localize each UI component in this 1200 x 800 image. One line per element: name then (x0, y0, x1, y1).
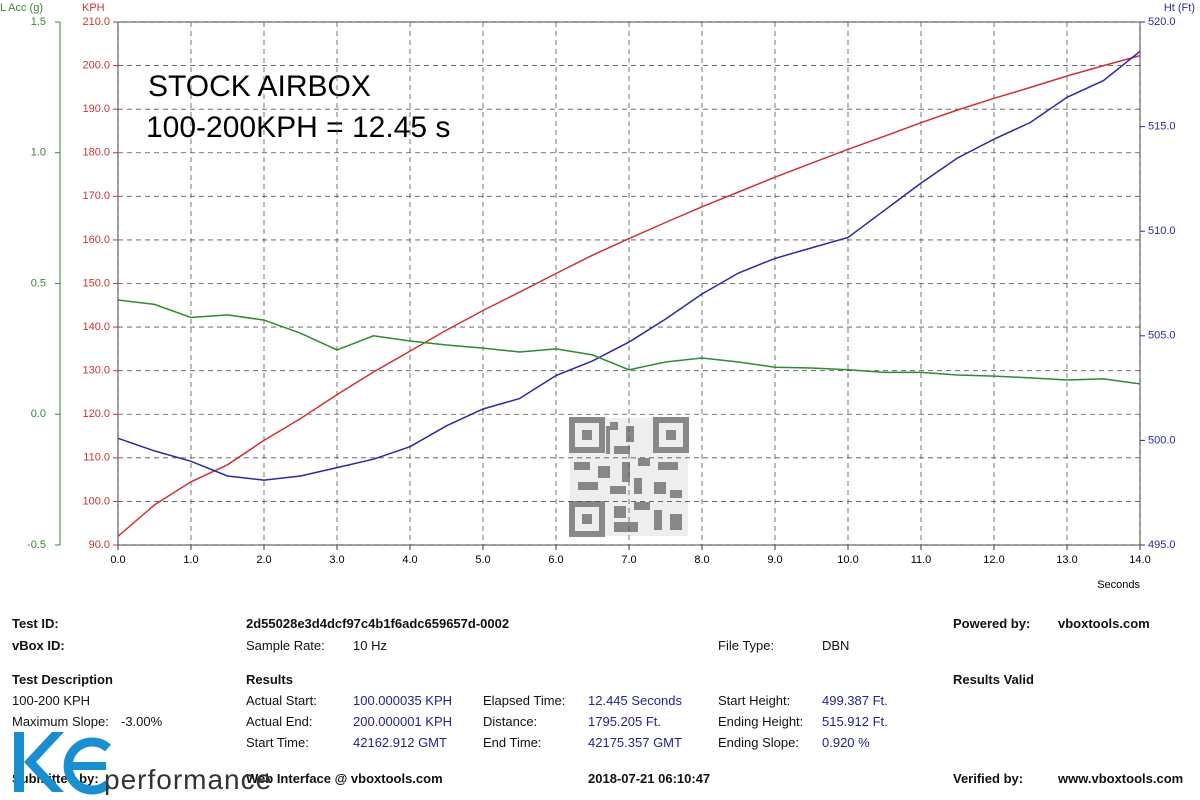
y-tick-label: 130.0 (82, 365, 110, 377)
series-line (117, 54, 1141, 537)
result-label: Actual End: (246, 714, 313, 729)
x-tick-label: 2.0 (256, 554, 271, 566)
x-tick-label: 11.0 (911, 554, 932, 566)
value: 2d55028e3d4dcf97c4b1f6adc659657d-0002 (246, 616, 510, 631)
y-tick-label: 140.0 (82, 321, 110, 333)
annotation: 100-200KPH = 12.45 s (146, 111, 450, 144)
logo-graphic (14, 732, 111, 795)
label: File Type: (718, 638, 775, 653)
x-tick-label: 4.0 (402, 554, 417, 566)
chart: STOCK AIRBOX 100-200KPH = 12.45 s Second… (0, 2, 1195, 591)
series-line (117, 299, 1141, 385)
x-axis-label: Seconds (1097, 579, 1140, 591)
label: Powered by: (953, 616, 1031, 631)
y2-tick-label: 500.0 (1148, 434, 1176, 446)
value: 2018-07-21 06:10:47 (588, 771, 711, 786)
y3-axis-label: L Acc (g) (0, 2, 43, 14)
y3-tick-label: 1.5 (31, 16, 46, 28)
y-tick-label: 180.0 (82, 147, 110, 159)
y2-tick-label: 495.0 (1148, 539, 1176, 551)
value: Web Interface @ vboxtools.com (246, 771, 443, 786)
y-tick-label: 160.0 (82, 234, 110, 246)
label: Verified by: (953, 771, 1024, 786)
x-tick-label: 9.0 (767, 554, 782, 566)
value: www.vboxtools.com (1058, 771, 1184, 786)
y-tick-label: 210.0 (82, 16, 110, 28)
y-tick-label: 200.0 (82, 59, 110, 71)
x-tick-label: 5.0 (475, 554, 490, 566)
y3-tick-label: -0.5 (27, 539, 46, 551)
y-axis-label: KPH (82, 2, 105, 14)
x-tick-label: 10.0 (837, 554, 858, 566)
label: Maximum Slope: (12, 714, 109, 729)
label: Test Description (12, 672, 113, 687)
result-label: Distance: (483, 714, 538, 729)
y2-tick-label: 505.0 (1148, 330, 1176, 342)
x-tick-label: 0.0 (110, 554, 125, 566)
value: 100-200 KPH (12, 693, 91, 708)
x-tick-label: 3.0 (329, 554, 344, 566)
result-value: 1795.205 Ft. (588, 714, 661, 729)
y3-tick-label: 0.5 (31, 277, 46, 289)
result-label: Actual Start: (246, 693, 317, 708)
x-tick-label: 13.0 (1056, 554, 1077, 566)
label: Test ID: (12, 616, 59, 631)
x-tick-label: 14.0 (1129, 554, 1150, 566)
y-tick-label: 100.0 (82, 495, 110, 507)
result-value: 499.387 Ft. (822, 693, 888, 708)
x-tick-label: 12.0 (983, 554, 1004, 566)
y2-tick-label: 510.0 (1148, 225, 1176, 237)
label: Results (246, 672, 293, 687)
x-tick-label: 8.0 (694, 554, 709, 566)
y2-axis-label: Ht (Ft) (1164, 2, 1195, 14)
result-value: 42162.912 GMT (353, 735, 447, 750)
y-tick-label: 90.0 (89, 539, 110, 551)
result-label: Elapsed Time: (483, 693, 566, 708)
y-tick-label: 150.0 (82, 277, 110, 289)
x-tick-label: 6.0 (548, 554, 563, 566)
result-label: Ending Height: (718, 714, 804, 729)
x-tick-label: 1.0 (183, 554, 198, 566)
value: DBN (822, 638, 850, 653)
result-value: 42175.357 GMT (588, 735, 682, 750)
result-label: Start Height: (718, 693, 791, 708)
y3-tick-label: 1.0 (31, 147, 46, 159)
y-tick-label: 120.0 (82, 408, 110, 420)
label: Results Valid (953, 672, 1034, 687)
result-value: 200.000001 KPH (353, 714, 453, 729)
result-value: 0.920 % (822, 735, 870, 750)
y2-tick-label: 515.0 (1148, 121, 1176, 133)
y3-tick-label: 0.0 (31, 408, 46, 420)
y-tick-label: 190.0 (82, 103, 110, 115)
result-label: Start Time: (246, 735, 309, 750)
result-label: End Time: (483, 735, 542, 750)
y-tick-label: 170.0 (82, 190, 110, 202)
result-value: 100.000035 KPH (353, 693, 453, 708)
label: Sample Rate: (246, 638, 325, 653)
x-tick-label: 7.0 (621, 554, 636, 566)
value: 10 Hz (353, 638, 387, 653)
series-line (117, 50, 1141, 481)
result-value: 515.912 Ft. (822, 714, 888, 729)
y2-tick-label: 520.0 (1148, 16, 1176, 28)
y-tick-label: 110.0 (83, 452, 110, 464)
value: -3.00% (121, 714, 163, 729)
label: vBox ID: (12, 638, 65, 653)
annotation: STOCK AIRBOX (148, 70, 371, 103)
result-value: 12.445 Seconds (588, 693, 682, 708)
logo-text: performance (104, 764, 273, 795)
value: vboxtools.com (1058, 616, 1150, 631)
result-label: Ending Slope: (718, 735, 799, 750)
